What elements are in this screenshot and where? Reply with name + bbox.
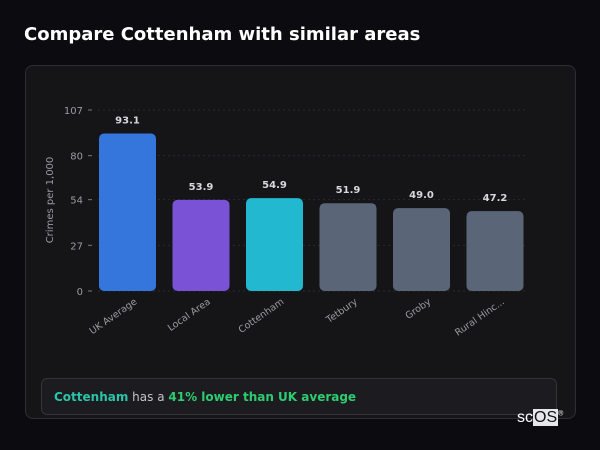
x-tick-label: Local Area — [166, 296, 213, 333]
scos-logo: scOS® — [517, 409, 564, 426]
y-tick-label: 107 — [64, 106, 83, 117]
bar-local-area — [172, 199, 230, 291]
bar-uk-average — [99, 133, 156, 291]
x-tick-label: Rural Hinc... — [453, 296, 507, 338]
bar-rural-hinc- — [466, 211, 524, 291]
y-tick-label: 54 — [70, 196, 83, 207]
data-label: 93.1 — [115, 116, 140, 127]
y-axis-label: Crimes per 1,000 — [45, 157, 56, 244]
bar-tetbury — [319, 203, 377, 291]
x-tick-label: Tetbury — [324, 296, 360, 326]
data-label: 49.0 — [409, 190, 434, 201]
data-label: 47.2 — [483, 193, 508, 204]
data-label: 54.9 — [262, 180, 287, 191]
x-tick-label: Groby — [404, 296, 434, 322]
insight-place: Cottenham — [54, 390, 129, 404]
data-label: 51.9 — [336, 185, 361, 196]
page-title: Compare Cottenham with similar areas — [24, 24, 421, 45]
bar-cottenham — [246, 198, 303, 291]
y-tick-label: 80 — [70, 152, 83, 163]
y-tick-label: 0 — [77, 287, 83, 298]
insight-box: Cottenham has a 41% lower than UK averag… — [41, 378, 557, 415]
bar-groby — [393, 208, 450, 291]
x-tick-label: UK Average — [88, 296, 140, 337]
x-tick-label: Cottenham — [237, 296, 287, 335]
insight-text: has a — [128, 390, 169, 404]
insight-highlight: 41% lower than UK average — [168, 390, 357, 404]
data-label: 53.9 — [189, 182, 214, 193]
y-tick-label: 27 — [70, 241, 83, 252]
